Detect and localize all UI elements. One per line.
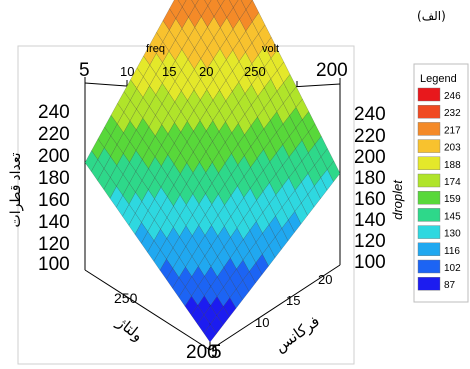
z-tick-left-140: 140 [38, 212, 70, 233]
z-tick-right-140: 140 [354, 210, 386, 231]
volt-tick-200-top: 200 [316, 60, 348, 81]
z-tick-right-160: 160 [354, 189, 386, 210]
bottom-freq-tick-10: 10 [255, 315, 269, 330]
legend-label-174: 174 [444, 177, 461, 188]
legend-label-203: 203 [444, 143, 461, 154]
surface-cell [203, 323, 217, 343]
bottom-volt-axis-label: ولتاژ [113, 313, 146, 344]
freq-tick-10: 10 [120, 64, 134, 79]
legend-swatch-217 [417, 122, 441, 136]
legend-entries: 246 232 217 203 188 174 159 145 130 116 102 87 [417, 87, 461, 291]
surface-cell [204, 0, 212, 7]
freq-axis-label: freq [146, 43, 165, 55]
z-tick-right-200: 200 [354, 147, 386, 168]
panel-label: (الف) [417, 9, 446, 23]
z-tick-left-220: 220 [38, 124, 70, 145]
bottom-volt-tick-250: 250 [114, 290, 138, 306]
legend-label-130: 130 [444, 229, 461, 240]
legend: Legend 246 232 217 203 188 174 159 145 130 116 102… [413, 63, 469, 303]
freq-tick-15: 15 [162, 64, 176, 79]
left-z-ticks: 240 220 200 180 160 140 120 100 [38, 102, 70, 275]
legend-swatch-174 [417, 173, 441, 188]
legend-label-116: 116 [444, 246, 460, 257]
legend-label-232: 232 [444, 108, 461, 119]
legend-swatch-159 [417, 190, 441, 205]
volt-tick-250-top: 250 [244, 64, 266, 79]
bottom-volt-tick-200: 200 [186, 342, 218, 363]
response-surface [84, 0, 341, 343]
z-tick-right-100: 100 [354, 252, 386, 273]
left-z-axis-label: تعداد قطرات [7, 152, 24, 227]
legend-label-188: 188 [444, 160, 461, 171]
legend-label-246: 246 [444, 91, 461, 102]
right-z-axis-label: droplet [390, 179, 405, 220]
legend-swatch-203 [417, 139, 441, 153]
freq-tick-20: 20 [199, 64, 213, 79]
legend-swatch-232 [417, 104, 441, 119]
legend-label-87: 87 [444, 280, 456, 291]
legend-label-145: 145 [444, 211, 461, 222]
z-tick-right-180: 180 [354, 168, 386, 189]
legend-title: Legend [420, 73, 457, 85]
right-z-ticks: 240 220 200 180 160 140 120 100 [354, 104, 386, 273]
legend-swatch-188 [417, 156, 441, 171]
legend-label-217: 217 [444, 125, 461, 136]
z-tick-left-180: 180 [38, 168, 70, 189]
surface-cell [191, 0, 199, 7]
legend-label-102: 102 [444, 263, 461, 274]
legend-swatch-246 [417, 87, 441, 102]
z-tick-right-120: 120 [354, 231, 386, 252]
volt-axis-label-top: volt [262, 43, 279, 55]
bottom-freq-tick-20: 20 [318, 272, 332, 287]
legend-swatch-87 [417, 277, 441, 291]
legend-swatch-102 [417, 259, 441, 274]
freq-tick-5: 5 [79, 60, 90, 81]
z-tick-left-240: 240 [38, 102, 70, 123]
z-tick-right-220: 220 [354, 126, 386, 147]
legend-swatch-145 [417, 208, 441, 222]
bottom-freq-tick-15: 15 [286, 293, 300, 308]
legend-label-159: 159 [444, 194, 461, 205]
z-tick-right-240: 240 [354, 104, 386, 125]
legend-swatch-130 [417, 225, 441, 239]
surface-cell [216, 0, 225, 7]
z-tick-left-120: 120 [38, 234, 70, 255]
bottom-freq-axis-label: فرکانس [272, 313, 323, 356]
legend-swatch-116 [417, 242, 441, 257]
z-tick-left-160: 160 [38, 190, 70, 211]
z-tick-left-200: 200 [38, 146, 70, 167]
z-tick-left-100: 100 [38, 254, 70, 275]
bottom-freq-tick-5: 5 [211, 342, 222, 363]
